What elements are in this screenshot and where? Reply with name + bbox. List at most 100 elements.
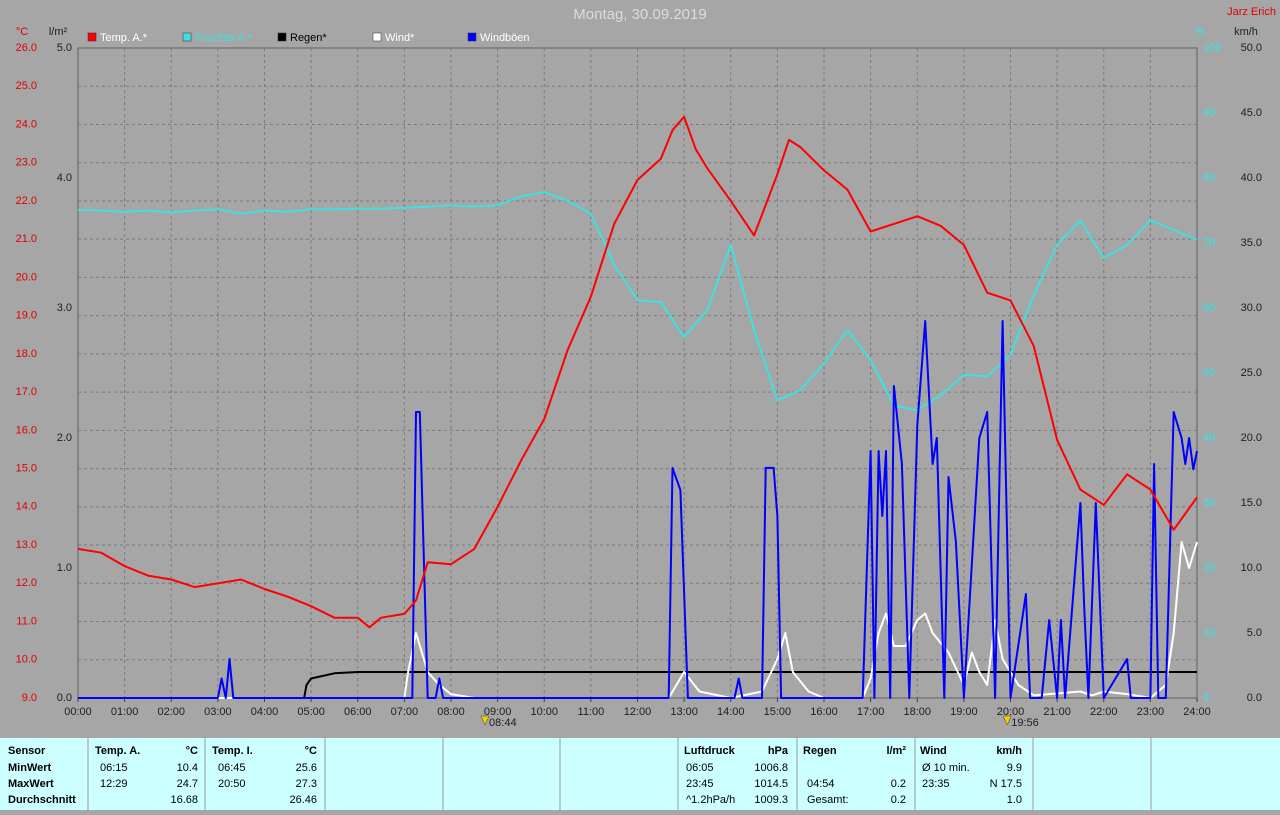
table-cell: 23:35 xyxy=(922,778,950,790)
y-tick-label: 19.0 xyxy=(16,310,37,322)
series-line xyxy=(78,320,1198,699)
table-cell: 26.46 xyxy=(289,794,317,806)
table-cell: 0.2 xyxy=(891,794,906,806)
y-tick-label: 0.0 xyxy=(57,692,72,704)
table-cell: 10.4 xyxy=(177,762,198,774)
legend-swatch xyxy=(372,32,382,42)
table-header: l/m² xyxy=(886,745,906,757)
table-header: °C xyxy=(186,745,198,757)
y3-axis-title: % xyxy=(1195,26,1205,38)
y-tick-label: 18.0 xyxy=(16,348,37,360)
y-tick-label: 20.0 xyxy=(16,271,37,283)
table-cell: 1014.5 xyxy=(754,778,788,790)
y-tick-label: 5.0 xyxy=(57,42,72,54)
table-cell: 12:29 xyxy=(100,778,128,790)
y-tick-label: 10 xyxy=(1203,627,1215,639)
legend-label: Feuchte A.* xyxy=(195,32,253,44)
table-header: °C xyxy=(305,745,317,757)
table-header: Regen xyxy=(803,745,837,757)
y-tick-label: 30 xyxy=(1203,497,1215,509)
table-cell: 25.6 xyxy=(296,762,317,774)
table-cell: 23:45 xyxy=(686,778,714,790)
legend-swatch xyxy=(467,32,477,42)
x-tick-label: 24:00 xyxy=(1183,706,1211,718)
series-line xyxy=(77,191,1198,412)
x-tick-label: 12:00 xyxy=(624,706,652,718)
legend-label: Wind* xyxy=(385,32,415,44)
table-cell: 04:54 xyxy=(807,778,835,790)
table-cell: 1009.3 xyxy=(754,794,788,806)
row-label: MinWert xyxy=(8,762,52,774)
x-tick-label: 02:00 xyxy=(157,706,185,718)
series-line xyxy=(77,115,1198,629)
table-cell: 06:45 xyxy=(218,762,246,774)
table-cell: 16.68 xyxy=(170,794,198,806)
x-tick-label: 18:00 xyxy=(903,706,931,718)
y-tick-label: 50.0 xyxy=(1241,42,1262,54)
x-tick-label: 10:00 xyxy=(530,706,558,718)
table-cell: 06:05 xyxy=(686,762,714,774)
table-cell: 24.7 xyxy=(177,778,198,790)
x-tick-label: 01:00 xyxy=(111,706,139,718)
table-cell: 20:50 xyxy=(218,778,246,790)
x-tick-label: 23:00 xyxy=(1137,706,1165,718)
y-tick-label: 22.0 xyxy=(16,195,37,207)
y-tick-label: 40 xyxy=(1203,432,1215,444)
y-tick-label: 26.0 xyxy=(16,42,37,54)
y-tick-label: 17.0 xyxy=(16,386,37,398)
table-cell: Gesamt: xyxy=(807,794,849,806)
x-tick-label: 21:00 xyxy=(1043,706,1071,718)
x-tick-label: 22:00 xyxy=(1090,706,1118,718)
row-label: Durchschnitt xyxy=(8,794,76,806)
x-tick-label: 04:00 xyxy=(251,706,279,718)
x-tick-label: 09:00 xyxy=(484,706,512,718)
y-tick-label: 40.0 xyxy=(1241,172,1262,184)
table-header: Wind xyxy=(920,745,947,757)
table-header: Temp. I. xyxy=(212,745,253,757)
table-header: Sensor xyxy=(8,745,46,757)
y-tick-label: 21.0 xyxy=(16,233,37,245)
y4-axis-title: km/h xyxy=(1234,26,1258,38)
y-tick-label: 12.0 xyxy=(16,577,37,589)
annotation: 08:44 xyxy=(489,717,517,729)
x-tick-label: 07:00 xyxy=(391,706,419,718)
x-tick-label: 05:00 xyxy=(297,706,325,718)
x-tick-label: 03:00 xyxy=(204,706,232,718)
x-tick-label: 17:00 xyxy=(857,706,885,718)
x-tick-label: 08:00 xyxy=(437,706,465,718)
y-tick-label: 23.0 xyxy=(16,157,37,169)
legend-label: Windböen xyxy=(480,32,530,44)
x-tick-label: 20:00 xyxy=(997,706,1025,718)
y-tick-label: 45.0 xyxy=(1241,107,1262,119)
y-tick-label: 100 xyxy=(1203,42,1221,54)
y-tick-label: 20.0 xyxy=(1241,432,1262,444)
legend-swatch xyxy=(277,32,287,42)
y-tick-label: 15.0 xyxy=(16,462,37,474)
table-cell: 06:15 xyxy=(100,762,128,774)
y-tick-label: 20 xyxy=(1203,562,1215,574)
y-tick-label: 10.0 xyxy=(16,654,37,666)
y-tick-label: 25.0 xyxy=(1241,367,1262,379)
y-tick-label: 90 xyxy=(1203,107,1215,119)
table-cell: N 17.5 xyxy=(990,778,1022,790)
legend-label: Regen* xyxy=(290,32,327,44)
y-tick-label: 60 xyxy=(1203,302,1215,314)
y-tick-label: 11.0 xyxy=(16,615,37,627)
y-tick-label: 5.0 xyxy=(1247,627,1262,639)
y-tick-label: 15.0 xyxy=(1241,497,1262,509)
author: Jarz Erich xyxy=(1227,6,1276,18)
y-tick-label: 14.0 xyxy=(16,501,37,513)
row-label: MaxWert xyxy=(8,778,54,790)
y-axis-title: °C xyxy=(16,26,28,38)
y-tick-label: 16.0 xyxy=(16,424,37,436)
table-cell: 1006.8 xyxy=(754,762,788,774)
y-tick-label: 4.0 xyxy=(57,172,72,184)
y-tick-label: 13.0 xyxy=(16,539,37,551)
sun-marker xyxy=(480,715,490,726)
table-cell: 9.9 xyxy=(1007,762,1022,774)
y-tick-label: 1.0 xyxy=(57,562,72,574)
annotation: 19:56 xyxy=(1011,717,1039,729)
summary-table xyxy=(0,738,1280,810)
y-tick-label: 80 xyxy=(1203,172,1215,184)
